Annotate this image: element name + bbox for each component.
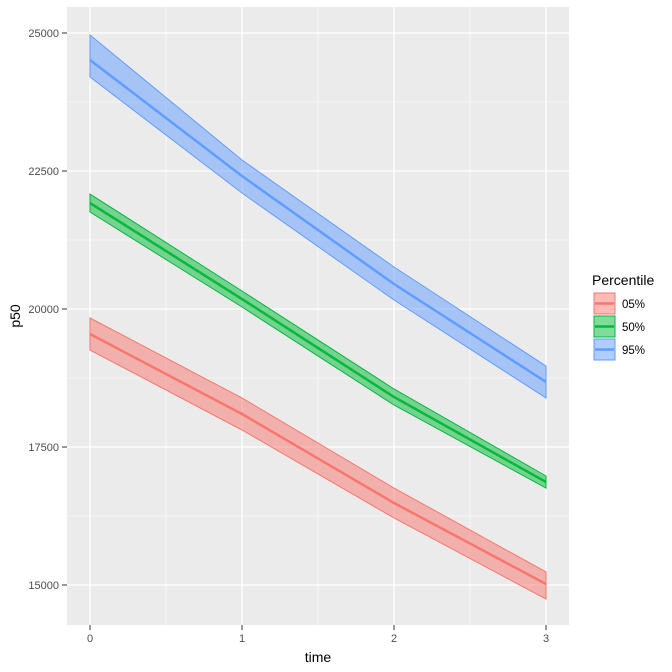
legend: Percentile 05% 50% 95% [592, 272, 654, 361]
legend-item: 50% [593, 315, 645, 338]
ribbon-1 [89, 193, 547, 489]
legend-item: 95% [593, 338, 645, 361]
legend-label: 05% [622, 299, 645, 311]
series-line-2 [89, 58, 547, 384]
y-tick-label: 20000 [28, 304, 59, 316]
y-tick-label: 22500 [28, 166, 59, 178]
legend-label: 95% [622, 345, 645, 357]
x-tick-label: 0 [87, 633, 93, 645]
x-axis: 0 1 2 3 [87, 625, 549, 645]
series-line-1 [89, 201, 547, 484]
legend-title: Percentile [592, 272, 654, 288]
y-axis: 15000 17500 20000 22500 25000 [28, 28, 67, 592]
y-tick-label: 25000 [28, 28, 59, 40]
y-tick-label: 17500 [28, 442, 59, 454]
x-tick-label: 3 [543, 633, 549, 645]
x-tick-label: 2 [391, 633, 397, 645]
x-tick-label: 1 [239, 633, 245, 645]
grid-major [67, 7, 569, 625]
y-tick-label: 15000 [28, 580, 59, 592]
legend-label: 50% [622, 322, 645, 334]
x-axis-title: time [305, 649, 332, 665]
y-axis-title: p50 [7, 304, 23, 328]
series-line-0 [89, 332, 547, 586]
series-lines [89, 58, 547, 586]
legend-item: 05% [593, 292, 645, 315]
